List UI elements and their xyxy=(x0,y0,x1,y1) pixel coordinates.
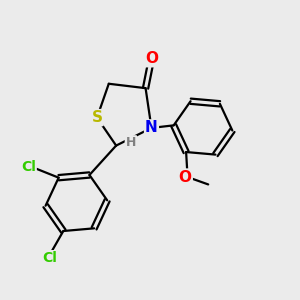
Text: Cl: Cl xyxy=(42,251,57,265)
Text: Cl: Cl xyxy=(21,160,36,174)
Text: O: O xyxy=(179,169,192,184)
Text: H: H xyxy=(126,136,136,149)
Text: S: S xyxy=(92,110,103,125)
Text: N: N xyxy=(145,120,158,135)
Text: O: O xyxy=(145,51,158,66)
